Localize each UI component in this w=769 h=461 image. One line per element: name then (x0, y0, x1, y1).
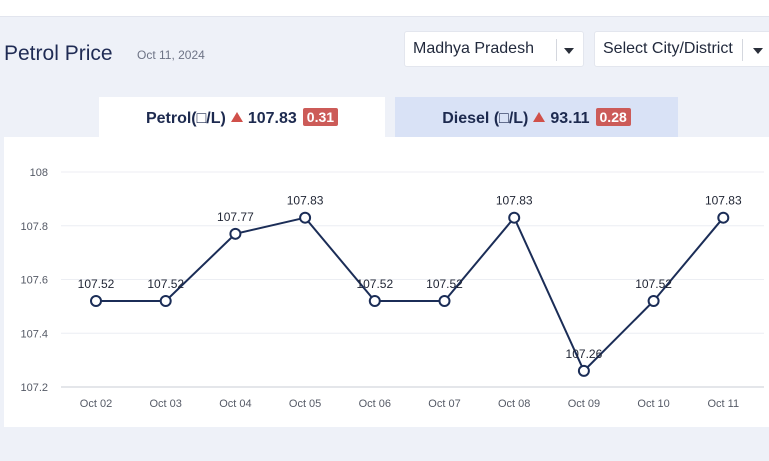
data-point (229, 227, 242, 240)
data-label: 107.52 (426, 277, 463, 291)
city-select[interactable]: Select City/District (594, 31, 769, 67)
select-divider (742, 39, 743, 61)
x-tick-label: Oct 02 (80, 398, 112, 410)
state-select-value: Madhya Pradesh (413, 40, 534, 57)
tab-petrol-label: Petrol(□/L) (145, 110, 226, 127)
chevron-down-icon[interactable] (564, 48, 574, 54)
tab-diesel-price: 93.11 (550, 110, 590, 127)
chevron-down-icon[interactable] (753, 48, 763, 54)
price-up-icon (533, 112, 546, 122)
y-tick-label: 108 (30, 167, 48, 179)
data-point (717, 211, 730, 224)
data-label: 107.52 (356, 277, 393, 291)
data-point (159, 295, 172, 307)
x-tick-label: Oct 07 (428, 398, 460, 410)
x-tick-label: Oct 03 (149, 398, 181, 410)
price-chart-card: 108 107.8 107.6 107.4 107.2 Oct 02 Oct 03 Oct 0… (4, 137, 769, 427)
x-tick-label: Oct 11 (708, 398, 740, 410)
y-tick-label: 107.2 (20, 382, 48, 394)
data-point (90, 295, 102, 307)
data-point (577, 364, 590, 377)
tab-petrol-price: 107.83 (247, 110, 297, 127)
x-tick-label: Oct 08 (498, 398, 530, 410)
top-strip (0, 0, 769, 17)
x-tick-label: Oct 09 (568, 398, 600, 410)
data-point (368, 295, 381, 307)
page-title: Petrol Price (4, 42, 113, 65)
data-point (299, 211, 312, 224)
data-label: 107.83 (705, 194, 742, 208)
select-divider (556, 39, 557, 61)
x-tick-label: Oct 06 (359, 398, 391, 410)
data-point (438, 295, 451, 307)
data-label: 107.52 (635, 277, 672, 291)
y-tick-label: 107.8 (20, 221, 48, 233)
data-label: 107.83 (496, 194, 533, 208)
tab-diesel-label: Diesel (□/L) (442, 110, 529, 127)
state-select[interactable]: Madhya Pradesh (404, 31, 584, 67)
tab-petrol[interactable]: Petrol(□/L) 107.83 0.31 (99, 97, 385, 137)
data-label: 107.26 (566, 347, 603, 361)
price-date: Oct 11, 2024 (137, 48, 205, 62)
x-tick-label: Oct 05 (289, 398, 321, 410)
data-point (647, 295, 660, 307)
tab-diesel[interactable]: Diesel (□/L) 93.11 0.28 (395, 97, 678, 137)
petrol-change-badge: 0.31 (302, 108, 339, 126)
x-tick-label: Oct 10 (637, 398, 669, 410)
price-line-chart: 108 107.8 107.6 107.4 107.2 Oct 02 Oct 03 Oct 0… (20, 167, 764, 410)
y-tick-label: 107.6 (20, 275, 48, 287)
data-point (508, 211, 521, 224)
data-label: 107.83 (287, 194, 324, 208)
data-label: 107.52 (147, 277, 184, 291)
price-up-icon (230, 112, 243, 122)
data-label: 107.77 (217, 210, 254, 224)
diesel-change-badge: 0.28 (595, 108, 631, 126)
y-tick-label: 107.4 (20, 328, 48, 340)
x-tick-label: Oct 04 (219, 398, 251, 410)
price-series-line (96, 215, 725, 373)
data-label: 107.52 (78, 277, 115, 291)
city-select-value: Select City/District (603, 40, 733, 57)
